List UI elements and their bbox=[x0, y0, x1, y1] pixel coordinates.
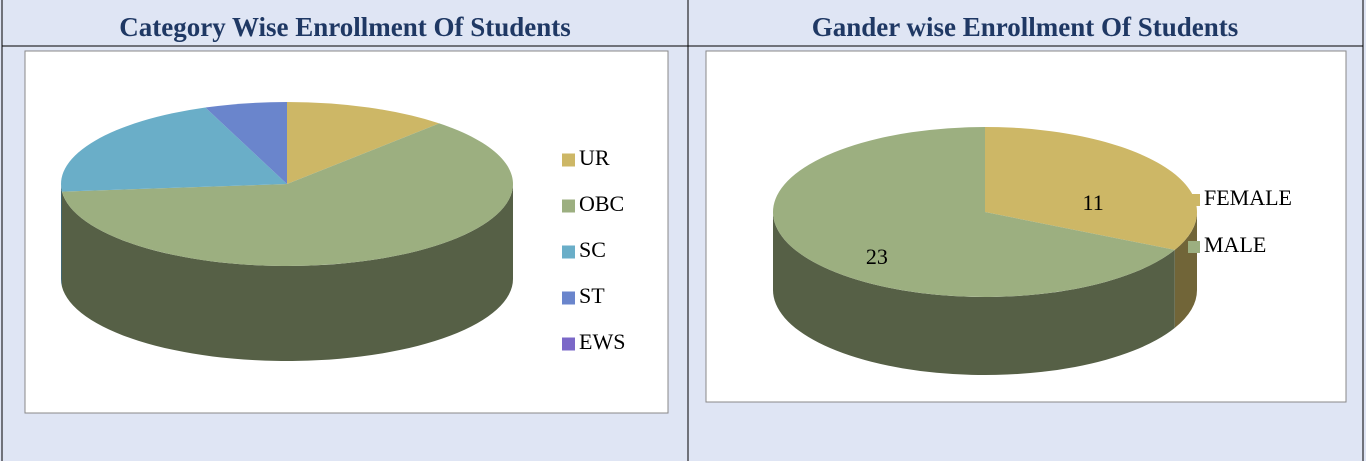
legend-swatch bbox=[562, 245, 575, 259]
pie-side bbox=[61, 184, 62, 287]
legend-label: OBC bbox=[579, 191, 624, 216]
legend-label: MALE bbox=[1204, 232, 1266, 257]
pie-side bbox=[1174, 212, 1197, 328]
data-label: 11 bbox=[1083, 190, 1104, 215]
chart-title: Category Wise Enrollment Of Students bbox=[119, 12, 571, 42]
pie-slice bbox=[61, 107, 287, 192]
legend-swatch bbox=[1188, 194, 1200, 206]
pie-slice bbox=[985, 127, 1197, 250]
legend-label: UR bbox=[579, 145, 610, 170]
pie-side bbox=[773, 212, 1175, 376]
legend-swatch bbox=[562, 199, 575, 213]
legend-swatch bbox=[1188, 241, 1200, 253]
pie-slice bbox=[205, 102, 287, 184]
data-label: 23 bbox=[866, 244, 888, 269]
legend-swatch bbox=[562, 291, 575, 305]
pie-slice bbox=[773, 127, 1175, 297]
legend-label: FEMALE bbox=[1204, 185, 1292, 210]
pie-side bbox=[61, 184, 513, 362]
legend-label: SC bbox=[579, 237, 606, 262]
chart-title: Gander wise Enrollment Of Students bbox=[812, 12, 1239, 42]
pie-slice bbox=[61, 123, 513, 266]
legend-swatch bbox=[562, 337, 575, 351]
legend-label: ST bbox=[579, 283, 605, 308]
legend-label: EWS bbox=[579, 329, 625, 354]
legend-swatch bbox=[562, 153, 575, 167]
pie-slice bbox=[287, 102, 440, 184]
